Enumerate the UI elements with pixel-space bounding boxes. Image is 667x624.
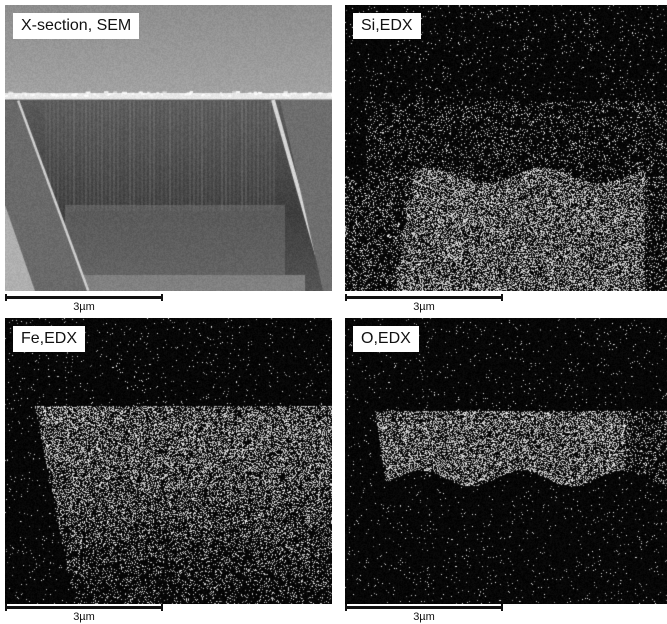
- scale-bar-sem: 3µm: [5, 294, 165, 314]
- scale-bar-tick-right: [161, 294, 163, 301]
- scale-bar-line: [345, 606, 503, 609]
- o-edx-map: [345, 318, 667, 604]
- scale-bar-tick-left: [345, 294, 347, 301]
- scale-bar-label: 3µm: [413, 301, 435, 313]
- scale-bar-tick-left: [345, 604, 347, 611]
- panel-label-o: O,EDX: [353, 326, 419, 352]
- scale-bar-label: 3µm: [413, 611, 435, 623]
- scale-bar-label: 3µm: [73, 301, 95, 313]
- scale-bar-tick-right: [501, 294, 503, 301]
- si-edx-panel: Si,EDX: [345, 5, 667, 291]
- scale-bar-tick-left: [5, 294, 7, 301]
- panel-label-sem: X-section, SEM: [13, 13, 140, 39]
- panel-label-si: Si,EDX: [353, 13, 421, 39]
- scale-bar-tick-right: [501, 604, 503, 611]
- scale-bar-tick-left: [5, 604, 7, 611]
- scale-bar-fe: 3µm: [5, 604, 165, 624]
- scale-bar-label: 3µm: [73, 611, 95, 623]
- o-edx-panel: O,EDX: [345, 318, 667, 604]
- scale-bar-si: 3µm: [345, 294, 505, 314]
- scale-bar-tick-right: [161, 604, 163, 611]
- fe-edx-map: [5, 318, 332, 604]
- scale-bar-line: [5, 296, 163, 299]
- fe-edx-panel: Fe,EDX: [5, 318, 332, 604]
- si-edx-map: [345, 5, 667, 291]
- sem-cross-section-image: [5, 5, 332, 291]
- scale-bar-o: 3µm: [345, 604, 505, 624]
- panel-label-fe: Fe,EDX: [13, 326, 86, 352]
- sem-image-panel: X-section, SEM: [5, 5, 332, 291]
- scale-bar-line: [345, 296, 503, 299]
- scale-bar-line: [5, 606, 163, 609]
